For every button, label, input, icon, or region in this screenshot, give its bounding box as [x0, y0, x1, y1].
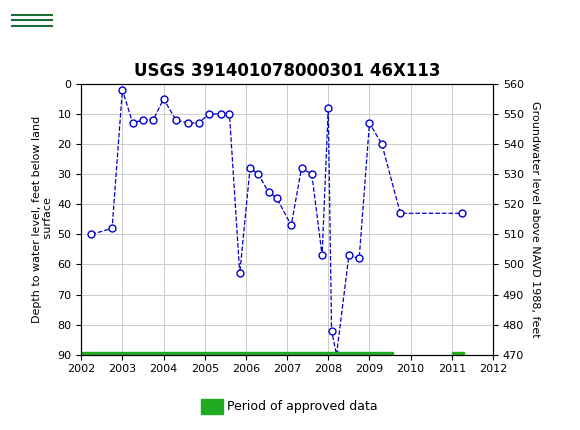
FancyBboxPatch shape: [9, 6, 55, 35]
Bar: [201, 399, 223, 414]
Bar: [81, 352, 393, 358]
Y-axis label: Depth to water level, feet below land
 surface: Depth to water level, feet below land su…: [31, 116, 53, 323]
Y-axis label: Groundwater level above NAVD 1988, feet: Groundwater level above NAVD 1988, feet: [530, 101, 539, 338]
Text: Period of approved data: Period of approved data: [227, 400, 378, 413]
Text: USGS: USGS: [61, 13, 108, 28]
Title: USGS 391401078000301 46X113: USGS 391401078000301 46X113: [134, 61, 440, 80]
Bar: [452, 352, 464, 358]
